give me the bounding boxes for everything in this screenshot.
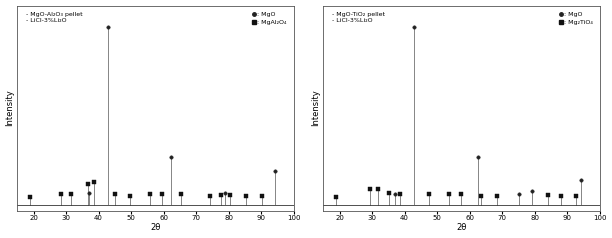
Text: - MgO-TiO₂ pellet
- LiCl-3%Li₂O: - MgO-TiO₂ pellet - LiCl-3%Li₂O <box>332 12 384 23</box>
Text: - MgO-Al₂O₃ pellet
- LiCl-3%Li₂O: - MgO-Al₂O₃ pellet - LiCl-3%Li₂O <box>26 12 82 23</box>
Y-axis label: Intensity: Intensity <box>6 90 15 126</box>
Legend: : MgO, : Mg₂TiO₄: : MgO, : Mg₂TiO₄ <box>558 11 594 26</box>
X-axis label: 2θ: 2θ <box>151 223 161 233</box>
Y-axis label: Intensity: Intensity <box>312 90 321 126</box>
Legend: : MgO, : MgAl₂O₄: : MgO, : MgAl₂O₄ <box>252 11 288 26</box>
X-axis label: 2θ: 2θ <box>457 223 467 233</box>
